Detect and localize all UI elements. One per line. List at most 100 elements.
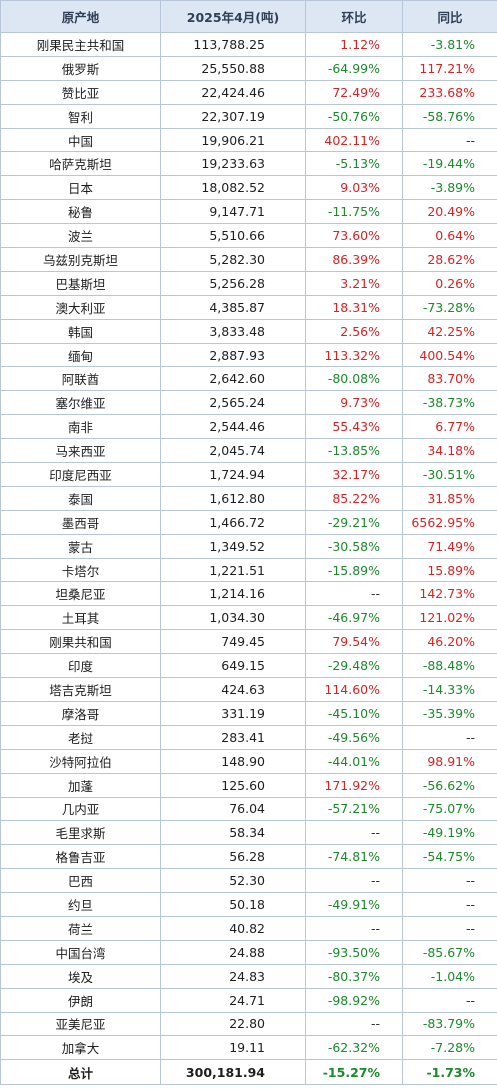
origin-cell: 坦桑尼亚 [0,581,161,607]
yoy-cell: 233.68% [402,79,497,105]
volume-cell: 2,565.24 [160,390,306,416]
volume-cell: 24.71 [160,987,306,1013]
origin-cell: 塔吉克斯坦 [0,677,161,702]
volume-cell: 22,307.19 [160,103,306,129]
origin-cell: 格鲁吉亚 [0,844,161,870]
origin-cell: 墨西哥 [0,509,161,535]
origin-cell: 南非 [0,414,161,440]
yoy-cell: -- [402,892,497,917]
volume-cell: 24.83 [160,963,306,989]
origin-cell: 几内亚 [0,796,161,822]
volume-cell: 113,788.25 [160,32,306,57]
mom-cell: 171.92% [305,772,403,798]
yoy-cell: -3.89% [402,175,497,201]
mom-cell: -45.10% [305,700,403,726]
volume-cell: 5,282.30 [160,247,306,272]
table-row: 缅甸 2,887.93 113.32% 400.54% [0,342,497,368]
origin-cell: 埃及 [0,963,161,989]
table-row: 秘鲁 9,147.71 -11.75% 20.49% [0,199,497,225]
yoy-cell: -49.19% [402,820,497,846]
table-row: 沙特阿拉伯 148.90 -44.01% 98.91% [0,748,497,774]
mom-cell: -50.76% [305,103,403,129]
yoy-cell: -85.67% [402,939,497,965]
table-row: 阿联酋 2,642.60 -80.08% 83.70% [0,366,497,392]
volume-cell: 19,906.21 [160,127,306,153]
origin-cell: 亚美尼亚 [0,1011,161,1037]
origin-cell: 哈萨克斯坦 [0,151,161,177]
yoy-cell: -35.39% [402,700,497,726]
mom-cell: -49.91% [305,892,403,917]
volume-cell: 125.60 [160,772,306,798]
origin-cell: 刚果共和国 [0,629,161,655]
volume-cell: 1,466.72 [160,509,306,535]
yoy-cell: 0.64% [402,223,497,249]
table-row: 泰国 1,612.80 85.22% 31.85% [0,485,497,511]
mom-cell: -- [305,581,403,607]
volume-cell: 1,034.30 [160,605,306,631]
mom-cell: -30.58% [305,533,403,559]
table-row: 约旦 50.18 -49.91% -- [0,892,497,917]
origin-cell: 巴基斯坦 [0,270,161,296]
mom-cell: -64.99% [305,55,403,81]
volume-cell: 5,510.66 [160,223,306,249]
origin-cell: 中国 [0,127,161,153]
volume-cell: 148.90 [160,748,306,774]
mom-cell: 1.12% [305,32,403,57]
volume-cell: 1,612.80 [160,485,306,511]
table-row: 巴基斯坦 5,256.28 3.21% 0.26% [0,270,497,296]
yoy-cell: 142.73% [402,581,497,607]
table-row: 墨西哥 1,466.72 -29.21% 6562.95% [0,509,497,535]
origin-cell: 阿联酋 [0,366,161,392]
mom-cell: -44.01% [305,748,403,774]
origin-cell: 秘鲁 [0,199,161,225]
total-row: 总计 300,181.94 -15.27% -1.73% [0,1059,497,1086]
yoy-cell: 6.77% [402,414,497,440]
origin-cell: 日本 [0,175,161,201]
mom-cell: -74.81% [305,844,403,870]
origin-cell: 印度 [0,653,161,679]
mom-cell: -93.50% [305,939,403,965]
origin-cell: 中国台湾 [0,939,161,965]
mom-cell: -- [305,915,403,941]
volume-cell: 2,544.46 [160,414,306,440]
origin-cell: 缅甸 [0,342,161,368]
yoy-cell: -56.62% [402,772,497,798]
mom-cell: -13.85% [305,438,403,464]
table-row: 巴西 52.30 -- -- [0,868,497,894]
origin-cell: 老挝 [0,724,161,750]
volume-cell: 9,147.71 [160,199,306,225]
mom-cell: 2.56% [305,318,403,344]
yoy-cell: -88.48% [402,653,497,679]
table-row: 卡塔尔 1,221.51 -15.89% 15.89% [0,557,497,583]
mom-cell: -15.27% [305,1059,403,1086]
origin-cell: 荷兰 [0,915,161,941]
volume-cell: 22,424.46 [160,79,306,105]
yoy-cell: -7.28% [402,1035,497,1061]
header-mom: 环比 [305,0,403,33]
mom-cell: -29.48% [305,653,403,679]
table-row: 刚果民主共和国 113,788.25 1.12% -3.81% [0,32,497,57]
table-row: 蒙古 1,349.52 -30.58% 71.49% [0,533,497,559]
table-row: 俄罗斯 25,550.88 -64.99% 117.21% [0,55,497,81]
mom-cell: -- [305,868,403,894]
mom-cell: 55.43% [305,414,403,440]
yoy-cell: 400.54% [402,342,497,368]
origin-cell: 毛里求斯 [0,820,161,846]
origin-cell: 波兰 [0,223,161,249]
origin-cell: 乌兹别克斯坦 [0,247,161,272]
origin-cell: 加拿大 [0,1035,161,1061]
volume-cell: 2,887.93 [160,342,306,368]
table-row: 毛里求斯 58.34 -- -49.19% [0,820,497,846]
volume-cell: 52.30 [160,868,306,894]
mom-cell: 72.49% [305,79,403,105]
table-row: 伊朗 24.71 -98.92% -- [0,987,497,1013]
mom-cell: -80.37% [305,963,403,989]
table-row: 塔吉克斯坦 424.63 114.60% -14.33% [0,677,497,702]
mom-cell: 9.03% [305,175,403,201]
table-body: 刚果民主共和国 113,788.25 1.12% -3.81% 俄罗斯 25,550.88… [0,32,497,1086]
yoy-cell: 121.02% [402,605,497,631]
yoy-cell: 71.49% [402,533,497,559]
yoy-cell: -58.76% [402,103,497,129]
volume-cell: 50.18 [160,892,306,917]
origin-cell: 卡塔尔 [0,557,161,583]
